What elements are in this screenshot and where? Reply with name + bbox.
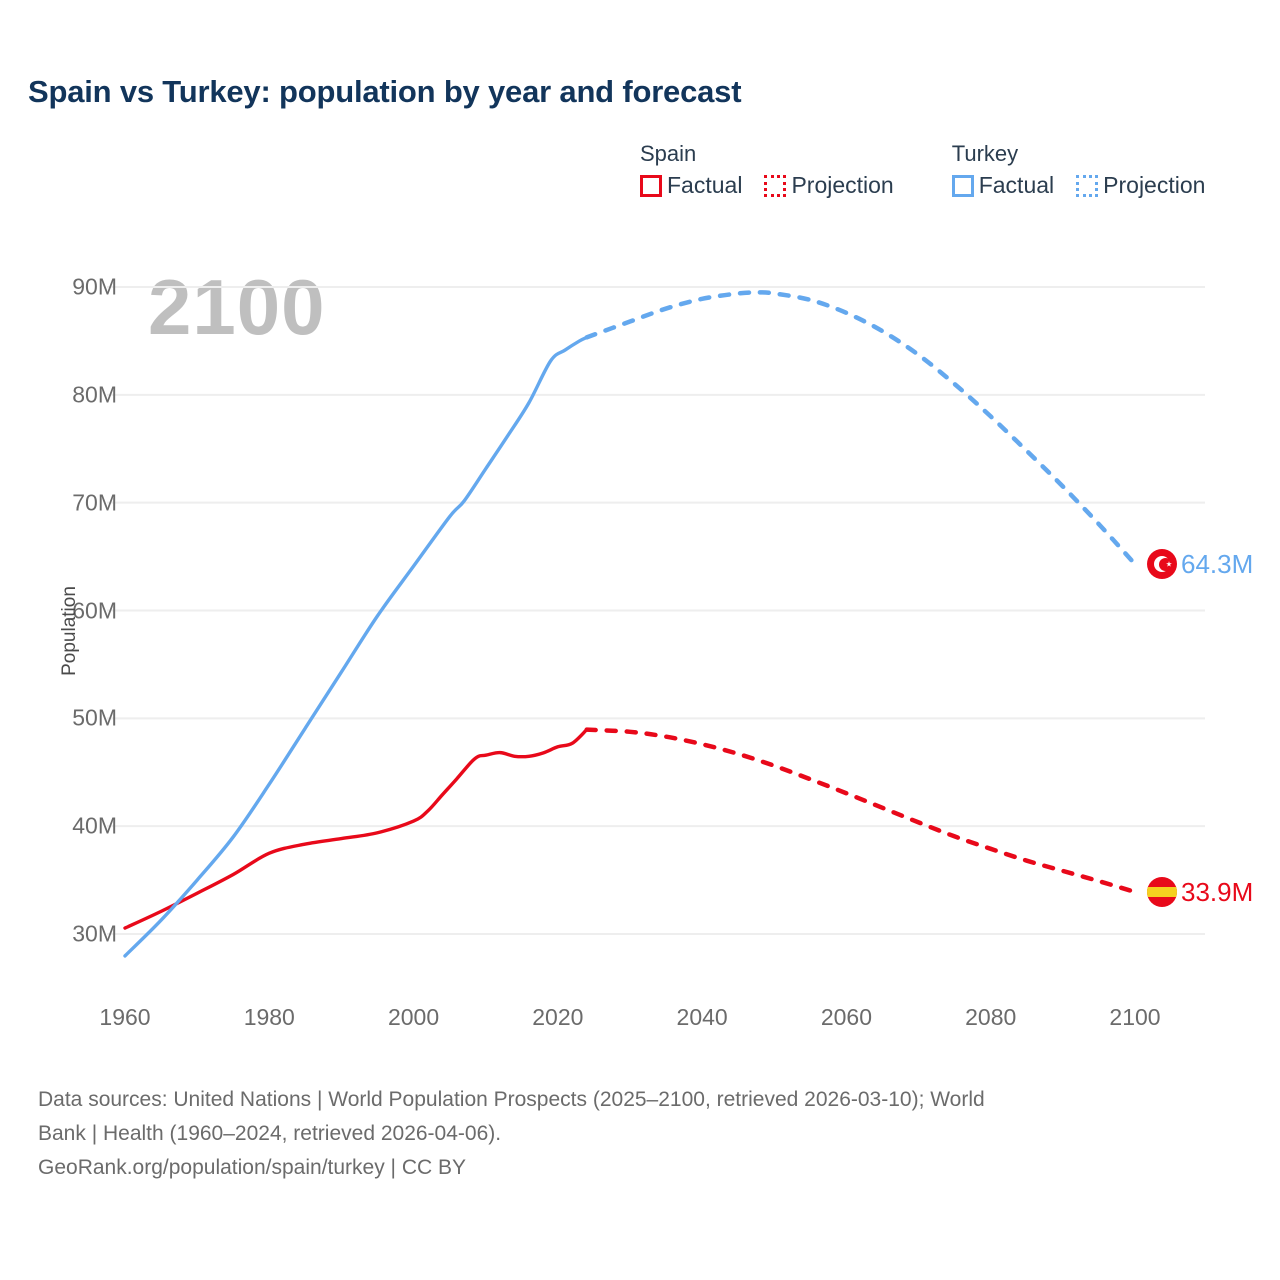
line-turkey-projection xyxy=(584,290,1138,567)
legend-swatch-dotted-icon xyxy=(764,174,787,197)
footer-sources: Data sources: United Nations | World Pop… xyxy=(38,1084,1253,1184)
y-tick-label: 90M xyxy=(72,273,117,300)
endpoint-label-turkey: 64.3M xyxy=(1147,549,1254,580)
page-title: Spain vs Turkey: population by year and … xyxy=(28,74,742,109)
legend-label-spain-projection: Projection xyxy=(791,172,894,199)
x-tick-label: 1960 xyxy=(99,1004,151,1030)
y-tick-label: 80M xyxy=(72,381,117,408)
legend-swatch-solid-icon xyxy=(951,174,974,197)
endpoint-value-spain: 33.9M xyxy=(1181,876,1254,907)
footer-line-3: GeoRank.org/population/spain/turkey | CC… xyxy=(38,1155,467,1179)
y-axis-title: Population xyxy=(59,586,80,676)
legend-group-title-turkey: Turkey xyxy=(951,141,1019,166)
x-tick-label: 2020 xyxy=(532,1004,584,1030)
legend-label-turkey-projection: Projection xyxy=(1103,172,1206,199)
footer-line-2: Bank | Health (1960–2024, retrieved 2026… xyxy=(38,1121,502,1145)
legend-swatch-dotted-icon xyxy=(1076,174,1099,197)
x-tick-label: 1980 xyxy=(243,1004,295,1030)
line-spain-projection xyxy=(584,727,1138,895)
legend-swatch-solid-icon xyxy=(640,174,662,197)
y-tick-label: 60M xyxy=(72,597,117,623)
footer-line-1: Data sources: United Nations | World Pop… xyxy=(38,1088,985,1111)
legend-item-spain-factual[interactable]: Factual xyxy=(640,174,742,197)
legend-label-spain-factual: Factual xyxy=(667,172,743,199)
x-tick-label: 2080 xyxy=(965,1004,1017,1030)
endpoint-value-turkey: 64.3M xyxy=(1181,549,1254,580)
y-tick-label: 30M xyxy=(72,920,117,947)
spain-flag-icon xyxy=(1147,876,1177,907)
legend-item-turkey-factual[interactable]: Factual xyxy=(951,172,1055,199)
y-tick-label: 40M xyxy=(72,812,117,839)
line-spain-factual xyxy=(123,727,589,930)
chart-legend: Spain Factual Projection Turkey Factual xyxy=(640,141,1205,199)
legend-group-spain: Spain Factual Projection xyxy=(640,141,894,199)
x-tick-label: 2100 xyxy=(1109,1004,1161,1030)
x-tick-label: 2000 xyxy=(387,1004,440,1030)
legend-group-title-spain: Spain xyxy=(640,141,697,166)
endpoint-label-spain: 33.9M xyxy=(1147,876,1254,907)
legend-item-spain-projection[interactable]: Projection xyxy=(764,172,894,199)
y-tick-label: 70M xyxy=(72,489,117,516)
turkey-flag-icon xyxy=(1147,549,1177,580)
year-watermark: 2100 xyxy=(148,263,326,351)
x-tick-label: 2060 xyxy=(820,1004,872,1030)
legend-label-turkey-factual: Factual xyxy=(978,172,1055,199)
legend-item-turkey-projection[interactable]: Projection xyxy=(1076,174,1205,197)
x-tick-label: 2040 xyxy=(676,1004,728,1030)
line-turkey-factual xyxy=(123,335,589,958)
y-tick-label: 50M xyxy=(72,704,117,731)
legend-group-turkey: Turkey Factual Projection xyxy=(951,141,1205,199)
